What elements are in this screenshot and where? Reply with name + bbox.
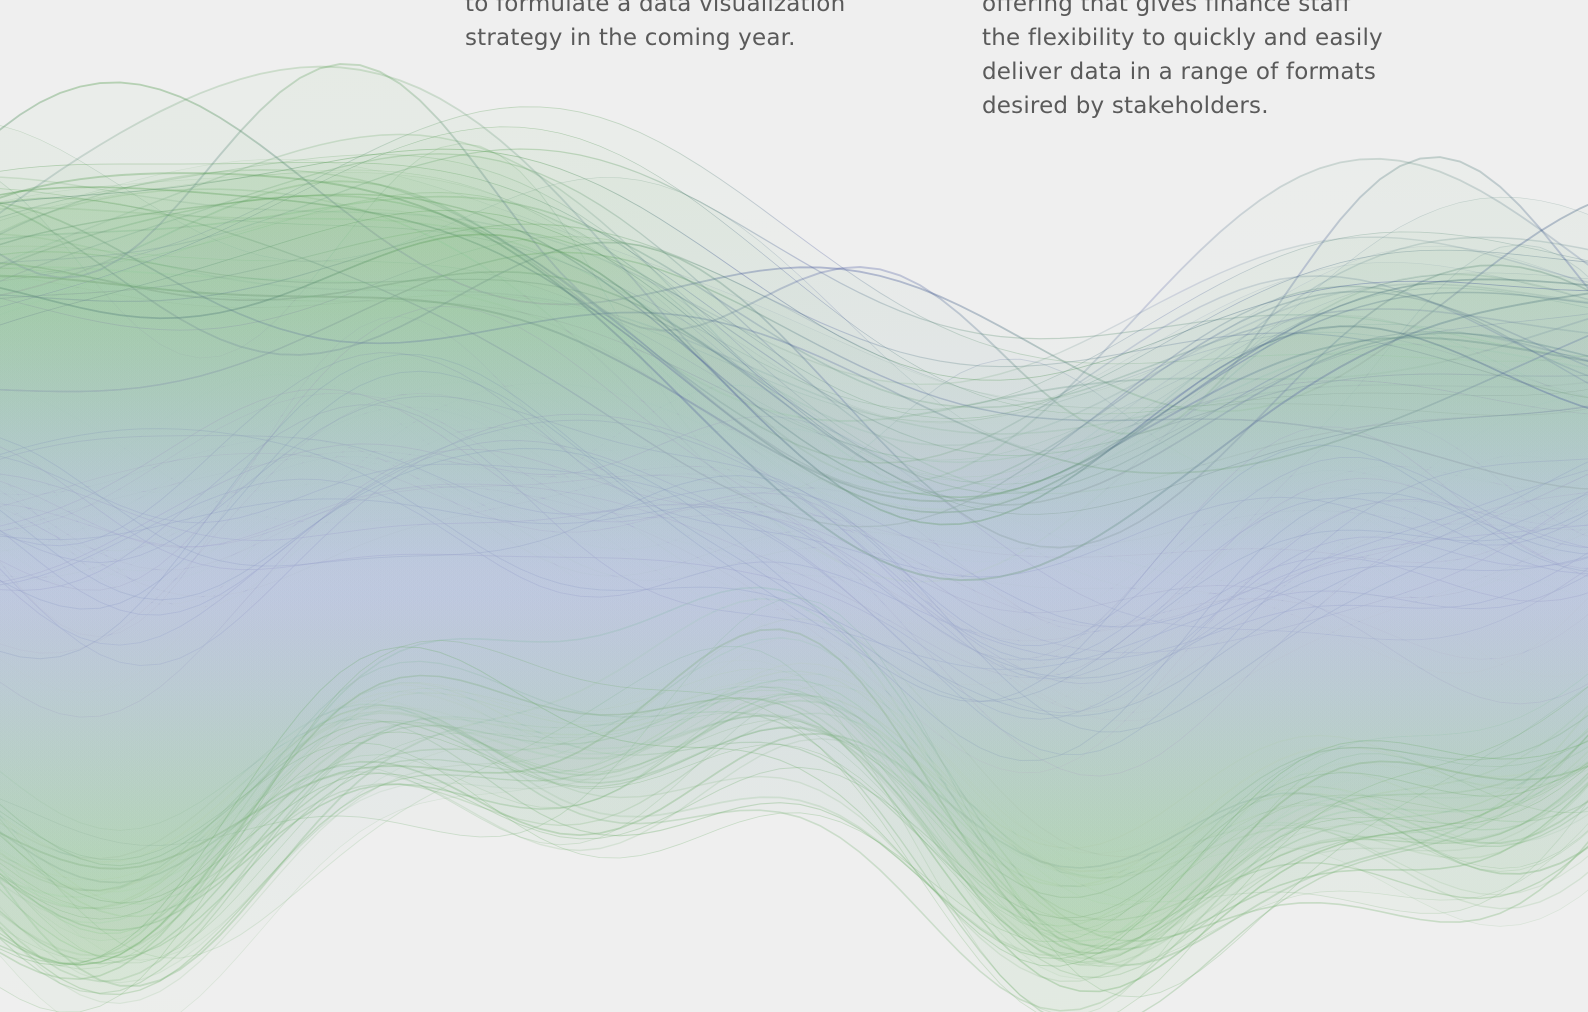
text-line: strategy in the coming year. <box>465 25 796 51</box>
text-line: the flexibility to quickly and easily <box>982 25 1383 51</box>
text-line: offering that gives finance staff <box>982 0 1351 17</box>
ribbon-edge <box>0 193 1588 499</box>
text-line: to formulate a data visualization <box>465 0 846 17</box>
ribbons <box>0 63 1588 1012</box>
ribbon-fill <box>0 194 1588 1012</box>
ribbon-core <box>0 353 1588 702</box>
text-line: desired by stakeholders. <box>982 93 1269 119</box>
text-column: to formulate a data visualization strate… <box>465 0 845 55</box>
text-column: offering that gives finance staff the fl… <box>982 0 1383 123</box>
ribbon-edge <box>0 639 1588 1012</box>
text-line: deliver data in a range of formats <box>982 59 1377 85</box>
